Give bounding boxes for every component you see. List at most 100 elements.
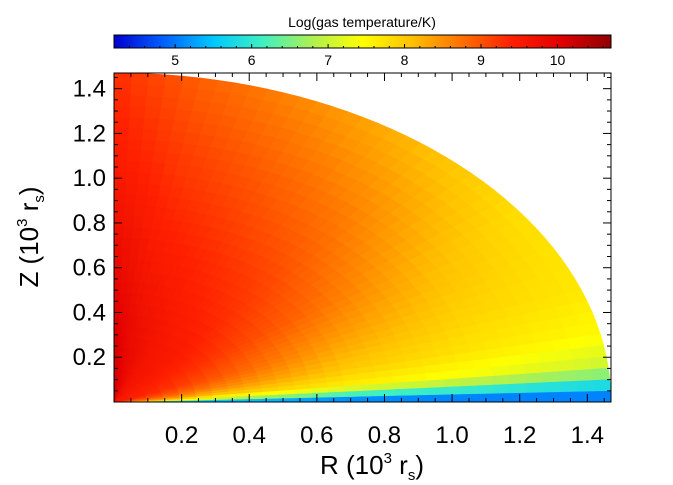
colorbar-title: Log(gas temperature/K) xyxy=(288,14,436,30)
field-cell xyxy=(114,324,119,337)
x-tick-label: 1.2 xyxy=(503,422,536,449)
x-axis-label: R (103 rs) xyxy=(320,450,424,484)
field-cell xyxy=(540,360,560,373)
colorbar-tick-label: 5 xyxy=(171,52,179,68)
field-cell xyxy=(543,381,562,393)
field-cell xyxy=(586,344,607,359)
field-cell xyxy=(114,357,117,370)
field-cell xyxy=(124,193,137,206)
field-cell xyxy=(114,149,128,162)
field-cell xyxy=(155,129,173,142)
field-cell xyxy=(477,392,496,402)
field-cell xyxy=(175,97,195,111)
field-cell xyxy=(114,302,120,315)
field-cell xyxy=(114,160,128,173)
field-cell xyxy=(128,105,146,118)
field-cell xyxy=(143,205,156,218)
field-cell xyxy=(173,108,193,122)
field-cell xyxy=(197,77,218,92)
field-cell xyxy=(572,357,593,371)
field-cell xyxy=(523,361,543,374)
field-cell xyxy=(164,151,181,165)
field-cell xyxy=(146,183,161,196)
field-cell xyxy=(114,335,118,348)
field-cell xyxy=(378,388,396,397)
x-tick-label: 0.2 xyxy=(165,422,198,449)
field-cell xyxy=(114,281,121,293)
field-cell xyxy=(125,171,139,184)
field-cell xyxy=(140,139,156,152)
field-cell xyxy=(134,193,148,206)
field-cell xyxy=(129,83,148,96)
field-cell xyxy=(114,259,122,271)
x-axis-label-end: ) xyxy=(415,450,424,480)
y-tick-label: 1.0 xyxy=(73,165,106,192)
field-cell xyxy=(576,379,595,392)
colorbar-tick-label: 9 xyxy=(477,52,485,68)
y-tick-label: 0.4 xyxy=(73,299,106,326)
field-cell xyxy=(114,73,132,85)
field-cell xyxy=(132,215,144,228)
field-cell xyxy=(160,96,179,110)
field-cell xyxy=(151,150,168,164)
y-tick-label: 0.6 xyxy=(73,255,106,282)
field-cell xyxy=(126,138,143,151)
field-cell xyxy=(114,171,127,184)
field-cell xyxy=(114,237,123,249)
field-cell xyxy=(163,74,184,88)
field-cell xyxy=(162,162,178,176)
x-tick-label: 1.0 xyxy=(435,422,468,449)
field-cell xyxy=(328,396,347,402)
colorbar-tick-label: 7 xyxy=(324,52,332,68)
field-cell xyxy=(129,237,141,250)
field-cell xyxy=(133,204,146,217)
field-cell xyxy=(142,117,160,130)
colorbar-strip xyxy=(113,34,612,49)
field-cell xyxy=(411,394,430,402)
y-axis-label: Z (103 rs) xyxy=(14,186,48,287)
field-cell xyxy=(114,226,124,238)
field-cell xyxy=(556,358,576,372)
field-cell xyxy=(526,381,545,393)
x-tick-label: 0.6 xyxy=(300,422,333,449)
field-cell xyxy=(427,386,446,396)
field-cell xyxy=(120,270,129,282)
field-cell xyxy=(114,105,130,118)
field-cell xyxy=(295,397,314,402)
field-cell xyxy=(593,390,611,402)
field-cell xyxy=(114,248,123,260)
field-cell xyxy=(166,141,184,154)
field-cell xyxy=(114,204,125,216)
field-cell xyxy=(139,150,155,163)
field-cell xyxy=(130,73,150,86)
field-cell xyxy=(459,376,478,387)
field-cell xyxy=(144,95,163,108)
field-cell xyxy=(126,149,141,162)
field-cell xyxy=(428,394,446,402)
field-cell xyxy=(444,393,463,402)
x-axis-label-sup: 3 xyxy=(384,450,392,467)
field-cell xyxy=(168,130,187,144)
field-cell xyxy=(148,172,163,186)
colorbar-tick-label: 6 xyxy=(248,52,256,68)
field-cell xyxy=(156,118,175,131)
field-cell xyxy=(361,389,380,397)
field-cell xyxy=(493,383,512,394)
field-cell xyxy=(147,73,167,87)
field-cell xyxy=(114,182,126,195)
field-cell xyxy=(574,368,594,381)
field-cell xyxy=(143,106,162,119)
field-cell xyxy=(128,248,139,261)
colorbar-ticks: 5 6 7 8 9 10 xyxy=(113,44,604,68)
field-cell xyxy=(510,382,529,394)
field-cell xyxy=(127,259,137,272)
field-cell xyxy=(153,139,170,153)
field-cell xyxy=(121,237,132,250)
field-cell xyxy=(589,355,609,370)
y-axis-label-sub: s xyxy=(31,195,48,203)
field-cell xyxy=(362,395,380,402)
field-cell xyxy=(592,378,611,392)
colorbar: Log(gas temperature/K) 5 6 7 8 9 10 xyxy=(113,14,612,68)
field-cell xyxy=(119,281,128,293)
field-cell xyxy=(150,161,166,175)
